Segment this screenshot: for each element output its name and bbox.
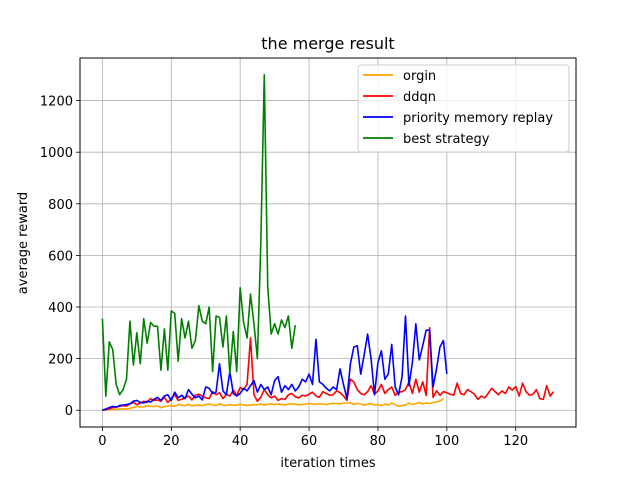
legend-label-priority-memory-replay: priority memory replay — [403, 111, 553, 126]
y-tick-label: 0 — [65, 404, 73, 419]
y-tick-label: 1200 — [40, 95, 73, 110]
x-tick-label: 20 — [163, 434, 180, 449]
legend: orgin ddqn priority memory replay best stra… — [357, 64, 570, 153]
plot-frame — [79, 57, 577, 428]
x-tick-label: 0 — [98, 434, 106, 449]
series-lines — [101, 73, 555, 412]
chart-title: the merge result — [261, 34, 394, 53]
x-tick-label: 40 — [232, 434, 249, 449]
x-tick-label: 120 — [503, 434, 528, 449]
y-tick-label: 600 — [48, 249, 73, 264]
y-tick-label: 1000 — [40, 146, 73, 161]
x-ticks: 0 20 40 60 80 100 120 — [98, 427, 528, 449]
series-line-best-strategy — [101, 73, 297, 397]
legend-label-best-strategy: best strategy — [403, 132, 490, 147]
y-tick-label: 200 — [48, 353, 73, 368]
series-line-orgin — [102, 397, 444, 412]
x-tick-label: 60 — [301, 434, 318, 449]
y-tick-label: 800 — [48, 198, 73, 213]
series-line-priority-memory-replay — [102, 315, 448, 411]
series-line-ddqn — [102, 326, 555, 412]
y-axis-label: average reward — [16, 192, 31, 294]
legend-label-orgin: orgin — [403, 69, 436, 84]
y-tick-label: 400 — [48, 301, 73, 316]
legend-box — [357, 64, 570, 153]
x-tick-label: 80 — [370, 434, 387, 449]
x-tick-label: 100 — [434, 434, 459, 449]
legend-label-ddqn: ddqn — [403, 90, 436, 105]
x-axis-label: iteration times — [280, 456, 375, 471]
y-ticks: 0 200 400 600 800 1000 1200 — [40, 95, 80, 419]
